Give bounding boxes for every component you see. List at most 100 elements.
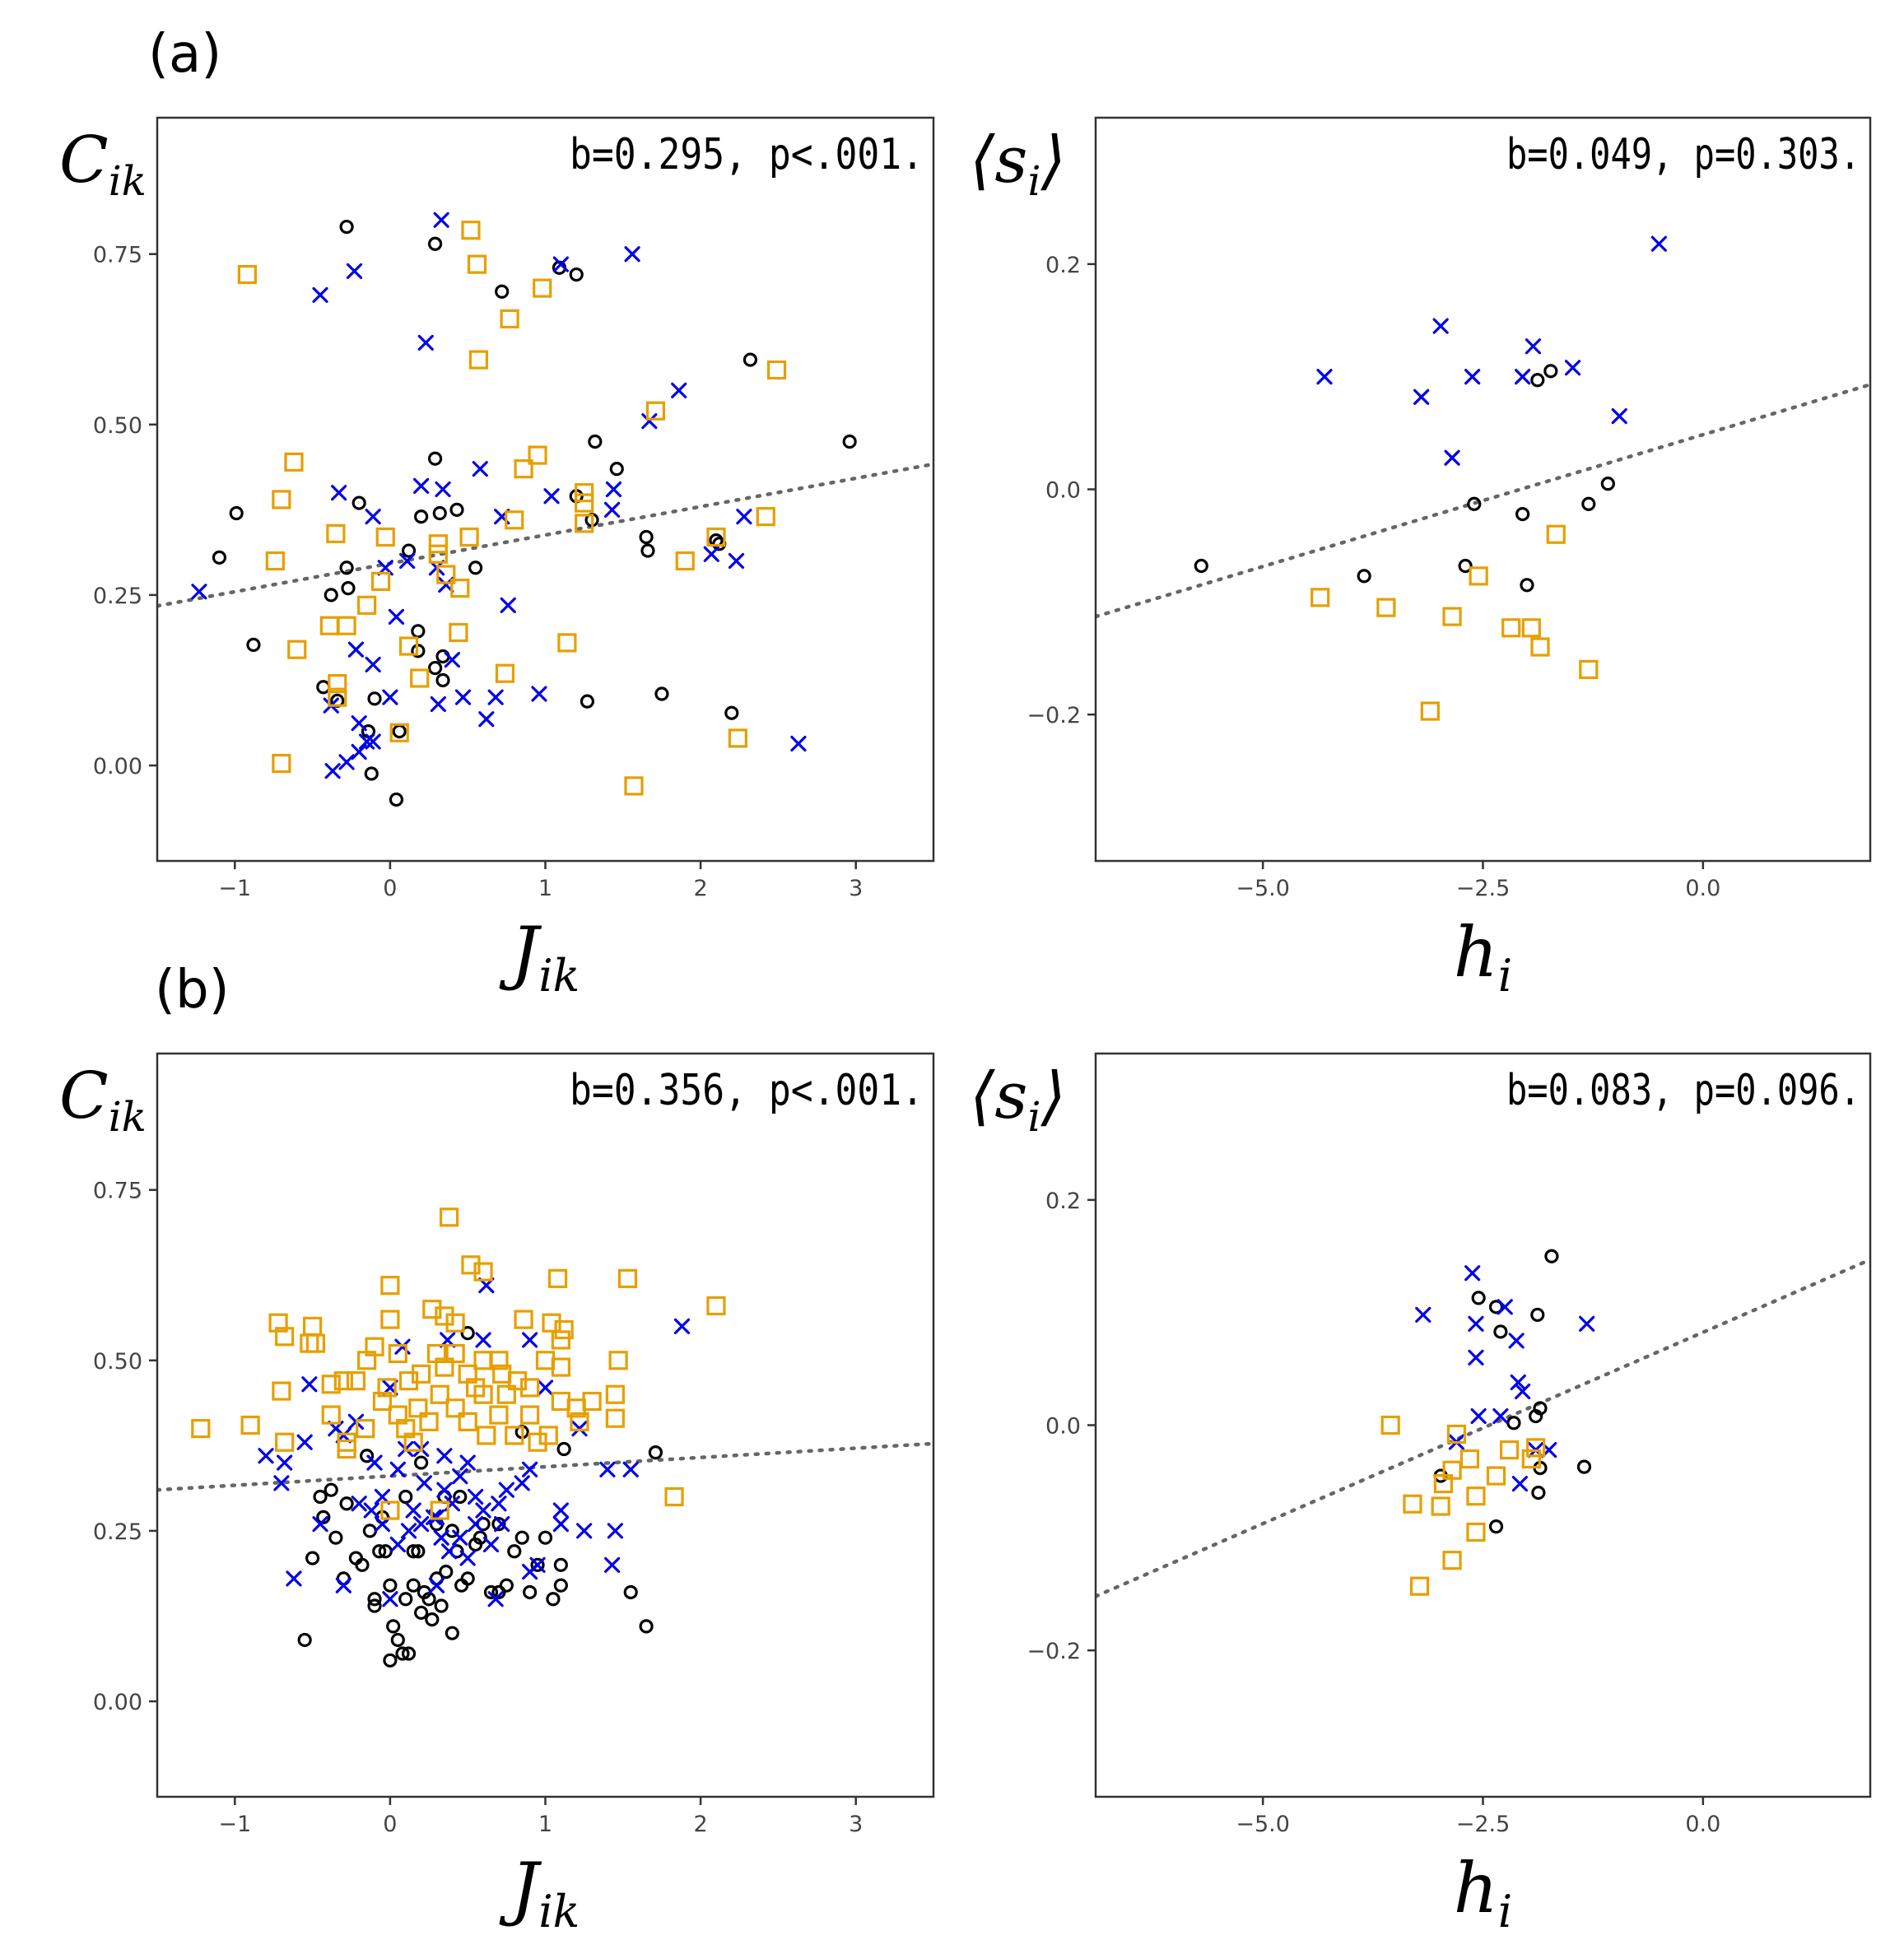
point-square bbox=[333, 1371, 353, 1391]
point-circle bbox=[1357, 569, 1371, 584]
point-square bbox=[557, 633, 577, 653]
point-cross bbox=[277, 1454, 293, 1471]
point-cross bbox=[1316, 369, 1333, 385]
point-cross bbox=[552, 256, 569, 272]
point-square bbox=[380, 1500, 400, 1520]
point-cross bbox=[365, 509, 381, 525]
point-circle bbox=[355, 1557, 370, 1572]
point-circle bbox=[460, 1326, 475, 1341]
point-circle bbox=[1506, 1416, 1521, 1431]
point-square bbox=[496, 1384, 516, 1404]
x-tick-label: −2.5 bbox=[1456, 1812, 1511, 1837]
point-square bbox=[439, 1207, 459, 1227]
point-cross bbox=[338, 754, 355, 770]
point-circle bbox=[468, 561, 483, 575]
y-axis-label: Cik bbox=[59, 123, 147, 205]
point-square bbox=[321, 1375, 341, 1394]
point-square bbox=[436, 565, 456, 584]
point-circle bbox=[654, 686, 669, 701]
point-circle bbox=[588, 434, 603, 449]
point-square bbox=[398, 636, 419, 656]
point-cross bbox=[607, 1523, 623, 1539]
point-cross bbox=[522, 1332, 538, 1348]
point-square bbox=[1546, 524, 1566, 544]
point-circle bbox=[639, 1619, 654, 1634]
point-square bbox=[505, 510, 524, 530]
point-cross bbox=[382, 689, 398, 705]
point-square bbox=[375, 527, 395, 547]
point-cross bbox=[1510, 1374, 1526, 1391]
point-cross bbox=[1432, 318, 1449, 334]
point-circle bbox=[389, 792, 404, 807]
point-cross bbox=[571, 1421, 588, 1437]
point-circle bbox=[514, 1530, 529, 1545]
point-circle bbox=[724, 705, 739, 720]
point-square bbox=[458, 1412, 477, 1431]
point-cross bbox=[388, 608, 405, 626]
point-square bbox=[535, 1351, 556, 1370]
point-circle bbox=[305, 1551, 320, 1565]
regression-line bbox=[157, 1441, 933, 1492]
point-cross bbox=[389, 1461, 406, 1477]
point-square bbox=[473, 1262, 493, 1282]
point-cross bbox=[435, 481, 451, 498]
point-cross bbox=[363, 1502, 379, 1519]
point-square bbox=[445, 1343, 465, 1364]
point-circle bbox=[339, 1496, 354, 1511]
x-tick-label: 3 bbox=[849, 876, 863, 901]
point-square bbox=[1442, 1551, 1462, 1570]
point-circle bbox=[1530, 1307, 1545, 1323]
point-cross bbox=[452, 1468, 468, 1485]
point-circle bbox=[390, 1632, 405, 1648]
point-circle bbox=[553, 1557, 568, 1572]
y-axis-label: Cik bbox=[59, 1059, 147, 1141]
point-cross bbox=[543, 488, 560, 505]
point-cross bbox=[487, 1591, 504, 1607]
point-circle bbox=[324, 588, 338, 602]
point-circle bbox=[246, 637, 261, 652]
point-cross bbox=[494, 1516, 510, 1533]
point-square bbox=[533, 278, 552, 298]
point-square bbox=[1466, 1522, 1486, 1542]
point-square bbox=[477, 1426, 496, 1445]
point-cross bbox=[728, 552, 745, 570]
point-square bbox=[489, 1351, 509, 1370]
point-circle bbox=[648, 1445, 663, 1460]
point-square bbox=[575, 514, 594, 533]
point-circle bbox=[1488, 1519, 1504, 1534]
point-cross bbox=[436, 1448, 453, 1464]
point-cross bbox=[576, 1523, 593, 1539]
point-cross bbox=[433, 212, 449, 228]
point-square bbox=[337, 1432, 356, 1452]
point-circle bbox=[1530, 373, 1545, 388]
point-cross bbox=[1415, 1306, 1431, 1324]
point-square bbox=[505, 1426, 524, 1445]
point-square bbox=[303, 1316, 323, 1336]
point-cross bbox=[468, 1488, 484, 1505]
point-circle bbox=[432, 505, 447, 521]
plot-a-left: −1 0 1 2 3 0.00 0.25 0.50 0.75 b=0.295, p<.001. Ji… bbox=[59, 116, 935, 1002]
point-cross bbox=[273, 1475, 290, 1491]
point-cross bbox=[603, 1556, 621, 1573]
point-circle bbox=[538, 1530, 553, 1545]
point-cross bbox=[444, 652, 460, 668]
point-square bbox=[1521, 1449, 1541, 1469]
point-square bbox=[435, 1306, 454, 1326]
point-square bbox=[645, 401, 666, 421]
point-circle bbox=[427, 451, 443, 466]
point-circle bbox=[367, 1598, 382, 1613]
point-square bbox=[1499, 1440, 1520, 1460]
point-square bbox=[664, 1486, 684, 1507]
point-cross bbox=[389, 1536, 406, 1553]
point-circle bbox=[313, 1489, 328, 1505]
y-tick-label: 0.75 bbox=[93, 1179, 142, 1204]
point-square bbox=[346, 1371, 366, 1391]
y-tick-label: 0.75 bbox=[93, 243, 142, 268]
point-square bbox=[675, 551, 695, 571]
panel-letter-b: (b) bbox=[155, 960, 230, 1021]
point-circle bbox=[1488, 1300, 1504, 1314]
point-square bbox=[495, 663, 515, 683]
point-square bbox=[240, 1415, 260, 1435]
point-cross bbox=[436, 1482, 453, 1498]
